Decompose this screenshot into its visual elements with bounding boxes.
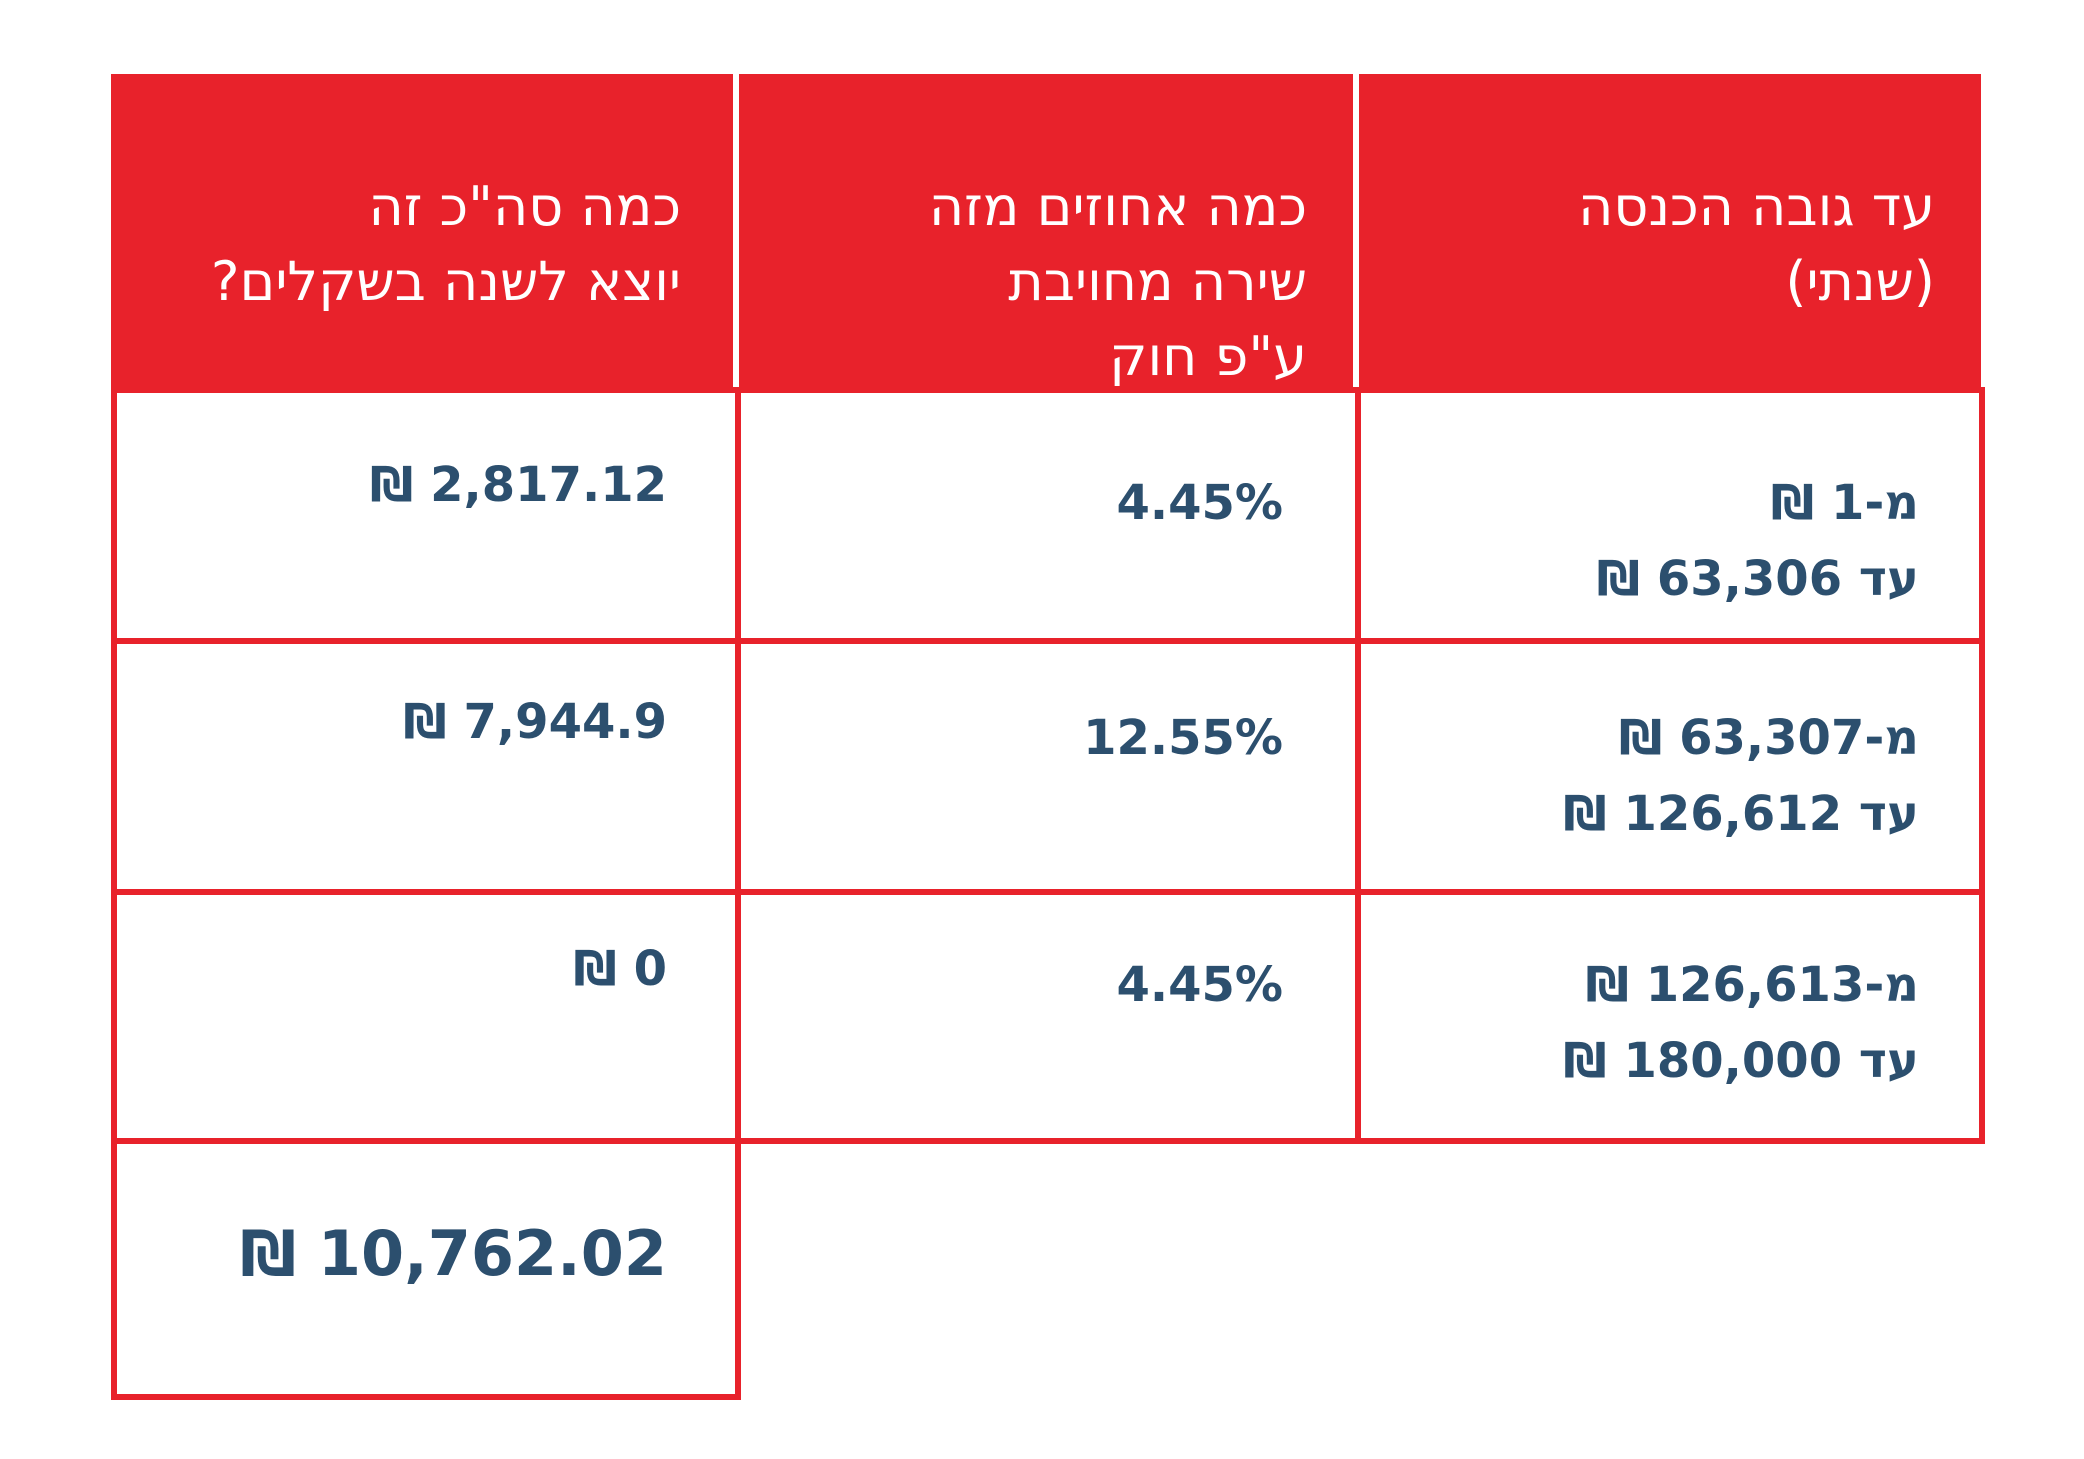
- header-income-range: עד גובה הכנסה (שנתי): [1359, 74, 1981, 391]
- percent-value: 12.55%: [1083, 710, 1283, 766]
- table-row-2-range: מ-63,307 ₪ עד 126,612 ₪: [1355, 638, 1985, 895]
- percent-value: 4.45%: [1116, 957, 1283, 1013]
- range-from: מ-1 ₪: [1770, 475, 1919, 531]
- total-value: 10,762.02 ₪: [240, 1217, 667, 1290]
- table-row-3-percent: 4.45%: [735, 889, 1361, 1144]
- header-yearly-amount-text: כמה סה"כ זה יוצא לשנה בשקלים?: [210, 175, 681, 313]
- table-row-1-percent: 4.45%: [735, 387, 1361, 644]
- range-to: עד 126,612 ₪: [1563, 786, 1919, 842]
- range-to: עד 63,306 ₪: [1596, 551, 1919, 607]
- amount-value: 7,944.9 ₪: [403, 694, 667, 750]
- table-row-1-range: מ-1 ₪ עד 63,306 ₪: [1355, 387, 1985, 644]
- table-row-2-amount: 7,944.9 ₪: [111, 638, 741, 895]
- table-row-1-amount: 2,817.12 ₪: [111, 387, 741, 644]
- amount-value: 0 ₪: [573, 941, 667, 997]
- percent-value: 4.45%: [1116, 475, 1283, 531]
- header-income-range-text: עד גובה הכנסה (שנתי): [1578, 175, 1935, 313]
- amount-value: 2,817.12 ₪: [370, 457, 667, 513]
- range-from: מ-126,613 ₪: [1585, 957, 1919, 1013]
- table-row-3-range: מ-126,613 ₪ עד 180,000 ₪: [1355, 889, 1985, 1144]
- header-yearly-amount: כמה סה"כ זה יוצא לשנה בשקלים?: [111, 74, 733, 391]
- total-cell: 10,762.02 ₪: [111, 1138, 741, 1400]
- range-to: עד 180,000 ₪: [1563, 1033, 1919, 1089]
- range-from: מ-63,307 ₪: [1618, 710, 1919, 766]
- header-percent: כמה אחוזים מזה שירה מחויבת ע"פ חוק להפרי…: [739, 74, 1353, 463]
- table-row-2-percent: 12.55%: [735, 638, 1361, 895]
- table-row-3-amount: 0 ₪: [111, 889, 741, 1144]
